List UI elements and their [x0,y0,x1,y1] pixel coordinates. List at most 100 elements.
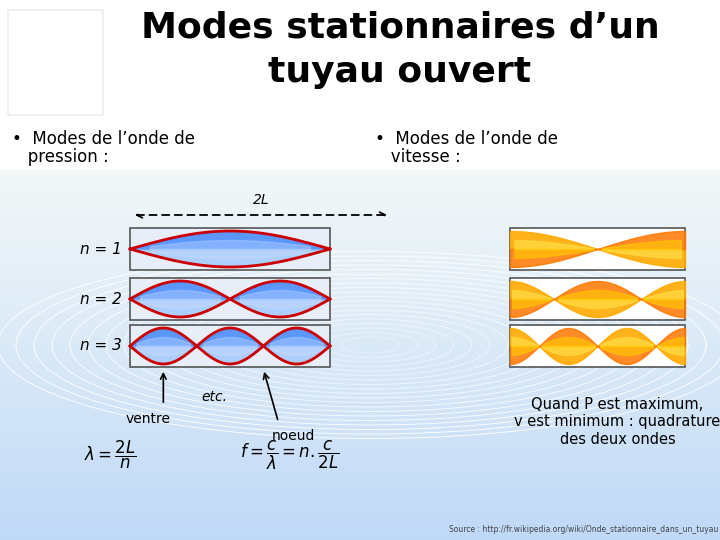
Bar [0,396,720,397]
Bar [0,226,720,227]
Bar [0,400,720,401]
Bar [0,227,720,229]
Bar [0,359,720,361]
Bar [0,379,720,381]
Text: vitesse :: vitesse : [375,148,461,166]
Bar [0,435,720,436]
Bar [0,422,720,423]
Bar [0,272,720,274]
Bar [130,228,330,270]
Bar [0,213,720,214]
Bar [0,303,720,305]
Bar [0,416,720,418]
Text: Source : http://fr.wikipedia.org/wiki/Onde_stationnaire_dans_un_tuyau: Source : http://fr.wikipedia.org/wiki/On… [449,525,718,534]
Text: n = 2: n = 2 [80,292,122,307]
Bar [0,255,720,257]
Bar [0,292,720,294]
Bar [0,281,720,283]
Bar [0,348,720,349]
Text: Modes stationnaires d’un: Modes stationnaires d’un [140,10,660,44]
Bar [0,512,720,514]
Bar [0,313,720,314]
Bar [0,335,720,336]
Bar [0,249,720,252]
Bar [0,500,720,501]
Bar [0,368,720,370]
Bar [0,423,720,426]
Bar [0,405,720,407]
Bar [0,310,720,313]
Bar [0,529,720,531]
Bar [0,449,720,451]
Bar [0,420,720,422]
Bar [0,477,720,479]
Bar [0,375,720,377]
Bar [0,329,720,331]
Bar [0,497,720,500]
Bar [0,535,720,536]
Bar [0,198,720,200]
Text: ventre: ventre [126,412,171,426]
Bar [0,355,720,357]
Bar [0,361,720,362]
Bar [0,370,720,372]
Bar [0,275,720,278]
Bar [0,327,720,329]
Bar [0,372,720,374]
Bar [0,218,720,220]
Bar [0,207,720,209]
Bar [0,481,720,483]
Bar [0,194,720,196]
Text: 2L: 2L [253,193,269,207]
Bar [0,374,720,375]
Bar [0,433,720,435]
Bar [0,453,720,455]
Bar [0,509,720,510]
Bar [0,384,720,387]
Bar [0,320,720,322]
Bar [0,192,720,194]
Bar [0,252,720,253]
Bar [0,525,720,527]
Bar [0,244,720,246]
Bar [0,414,720,416]
Bar [0,279,720,281]
Text: etc.: etc. [201,390,227,404]
Bar [0,231,720,233]
Bar [0,388,720,390]
Bar [0,331,720,333]
Bar [0,474,720,475]
Bar [0,461,720,462]
Bar [0,344,720,346]
Bar [0,455,720,457]
Bar [0,475,720,477]
Bar [0,179,720,181]
Bar [0,516,720,518]
Bar [0,342,720,344]
Bar [0,172,720,174]
Bar [0,349,720,352]
Bar [0,436,720,438]
Bar [0,261,720,262]
Bar [0,278,720,279]
Bar [0,270,720,272]
Bar [0,305,720,307]
Bar [0,274,720,275]
Bar [130,325,330,367]
Bar [0,318,720,320]
Bar [0,488,720,490]
Bar [0,233,720,235]
Bar [0,214,720,216]
Bar [0,466,720,468]
Text: $\lambda = \dfrac{2L}{n}$: $\lambda = \dfrac{2L}{n}$ [84,439,136,471]
Bar [0,407,720,409]
Bar [0,468,720,470]
Bar [0,446,720,448]
Bar [0,285,720,287]
Bar [0,426,720,427]
Bar [510,228,685,270]
Bar [0,532,720,535]
Bar [0,457,720,458]
Bar [0,340,720,342]
Bar [0,458,720,461]
